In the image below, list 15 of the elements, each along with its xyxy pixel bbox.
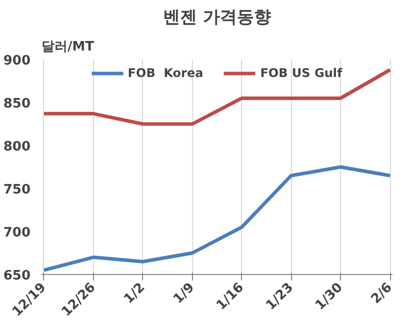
line-series bbox=[42, 165, 392, 272]
y-axis-title: 달러/MT bbox=[42, 40, 94, 54]
x-tick-label: 2/6 bbox=[368, 280, 396, 307]
chart-title: 벤젠 가격동향 bbox=[163, 8, 271, 28]
x-tick-label: 1/2 bbox=[121, 280, 148, 307]
legend-label: FOB Korea bbox=[128, 66, 204, 80]
y-tick-label: 750 bbox=[3, 182, 31, 198]
legend-label: FOB US Gulf bbox=[260, 66, 342, 80]
y-tick-label: 900 bbox=[3, 54, 31, 68]
y-tick-label: 850 bbox=[3, 96, 31, 112]
y-tick-label: 650 bbox=[3, 268, 31, 284]
y-tick-label: 800 bbox=[3, 140, 31, 154]
line-series bbox=[42, 68, 392, 126]
y-tick-label: 700 bbox=[3, 226, 31, 240]
x-tick-label: 1/9 bbox=[170, 280, 198, 307]
